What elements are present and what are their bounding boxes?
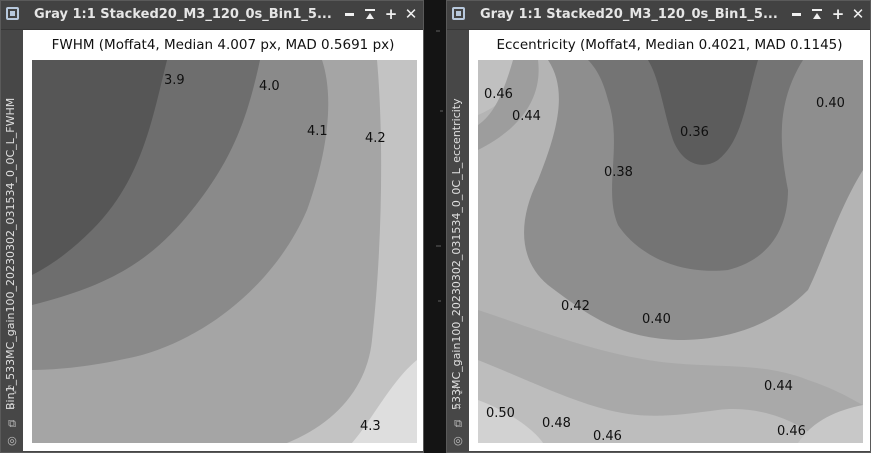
- minimize-icon: [344, 13, 354, 16]
- image-identifier-label: 533MC_gain100_20230302_031534_0_0C_L_ecc…: [450, 98, 463, 410]
- contour-label: 0.48: [542, 416, 571, 431]
- shade-icon: [365, 9, 375, 19]
- shade-icon: [812, 9, 822, 19]
- window-title: Gray 1:1 Stacked20_M3_120_0s_Bin1_5...: [480, 7, 778, 22]
- contour-level: [798, 405, 863, 443]
- resize-icon[interactable]: ⌗: [8, 400, 16, 413]
- background-mark: [436, 245, 441, 247]
- contour-label: 3.9: [164, 73, 185, 88]
- contour-label: 0.36: [680, 125, 709, 140]
- contour-label: 0.46: [593, 429, 622, 443]
- close-button[interactable]: ✕: [851, 5, 865, 23]
- shade-button[interactable]: [362, 6, 378, 22]
- target-icon[interactable]: ◎: [7, 434, 17, 447]
- eccentricity-contour-map: 0.46 0.44 0.36 0.40 0.38 0.42 0.40 0.44 …: [478, 60, 863, 443]
- collapse-icon[interactable]: ⤡: [7, 383, 17, 396]
- minimize-icon: [791, 13, 801, 16]
- plot-title: Eccentricity (Moffat4, Median 0.4021, MA…: [496, 37, 843, 53]
- contour-label: 4.1: [307, 124, 328, 139]
- image-identifier-label: Bin1_533MC_gain100_20230302_031534_0_0C_…: [4, 97, 17, 410]
- contour-level: [478, 400, 543, 443]
- background-mark: [436, 30, 440, 32]
- shade-button[interactable]: [809, 6, 825, 22]
- contour-label: 0.46: [777, 424, 806, 439]
- contour-label: 4.2: [365, 131, 386, 146]
- image-window-icon: [6, 7, 19, 20]
- contour-level: [588, 60, 803, 271]
- contour-level: [648, 60, 758, 165]
- collapse-icon[interactable]: ⤡: [453, 383, 463, 396]
- eccentricity-plot: Eccentricity (Moffat4, Median 0.4021, MA…: [469, 30, 870, 451]
- window-side-panel: Bin1_533MC_gain100_20230302_031534_0_0C_…: [1, 30, 23, 452]
- contour-label: 4.0: [259, 79, 280, 94]
- resize-icon[interactable]: ⌗: [454, 400, 462, 413]
- fwhm-contour-map: 3.9 4.0 4.1 4.2 4.3: [32, 60, 417, 443]
- window-title: Gray 1:1 Stacked20_M3_120_0s_Bin1_5...: [34, 7, 332, 22]
- image-window-icon: [452, 7, 465, 20]
- contour-label: 0.50: [486, 406, 515, 421]
- target-icon[interactable]: ◎: [453, 434, 463, 447]
- contour-label: 0.40: [816, 96, 845, 111]
- contour-label: 0.46: [484, 87, 513, 102]
- background-mark: [438, 300, 441, 302]
- close-button[interactable]: ✕: [404, 5, 418, 23]
- contour-label: 0.44: [512, 109, 541, 124]
- contour-label: 4.3: [360, 419, 381, 434]
- background-mark: [440, 110, 443, 112]
- window-side-panel: 533MC_gain100_20230302_031534_0_0C_L_ecc…: [447, 30, 469, 452]
- contour-level: [478, 360, 823, 443]
- contour-label: 0.42: [561, 299, 590, 314]
- fwhm-image-window[interactable]: Gray 1:1 Stacked20_M3_120_0s_Bin1_5... +…: [0, 0, 424, 453]
- minimize-button[interactable]: [341, 6, 357, 22]
- contour-label: 0.40: [642, 312, 671, 327]
- contour-level: [32, 60, 167, 275]
- fwhm-plot: FWHM (Moffat4, Median 4.007 px, MAD 0.56…: [23, 30, 423, 451]
- contour-label: 0.44: [764, 379, 793, 394]
- window-titlebar[interactable]: Gray 1:1 Stacked20_M3_120_0s_Bin1_5... +…: [447, 1, 870, 30]
- contour-label: 0.38: [604, 165, 633, 180]
- minimize-button[interactable]: [788, 6, 804, 22]
- maximize-button[interactable]: +: [384, 5, 398, 23]
- clone-icon[interactable]: ⧉: [454, 417, 462, 430]
- eccentricity-image-window[interactable]: Gray 1:1 Stacked20_M3_120_0s_Bin1_5... +…: [446, 0, 871, 453]
- window-titlebar[interactable]: Gray 1:1 Stacked20_M3_120_0s_Bin1_5... +…: [1, 1, 423, 30]
- maximize-button[interactable]: +: [831, 5, 845, 23]
- plot-title: FWHM (Moffat4, Median 4.007 px, MAD 0.56…: [51, 37, 395, 53]
- clone-icon[interactable]: ⧉: [8, 417, 16, 430]
